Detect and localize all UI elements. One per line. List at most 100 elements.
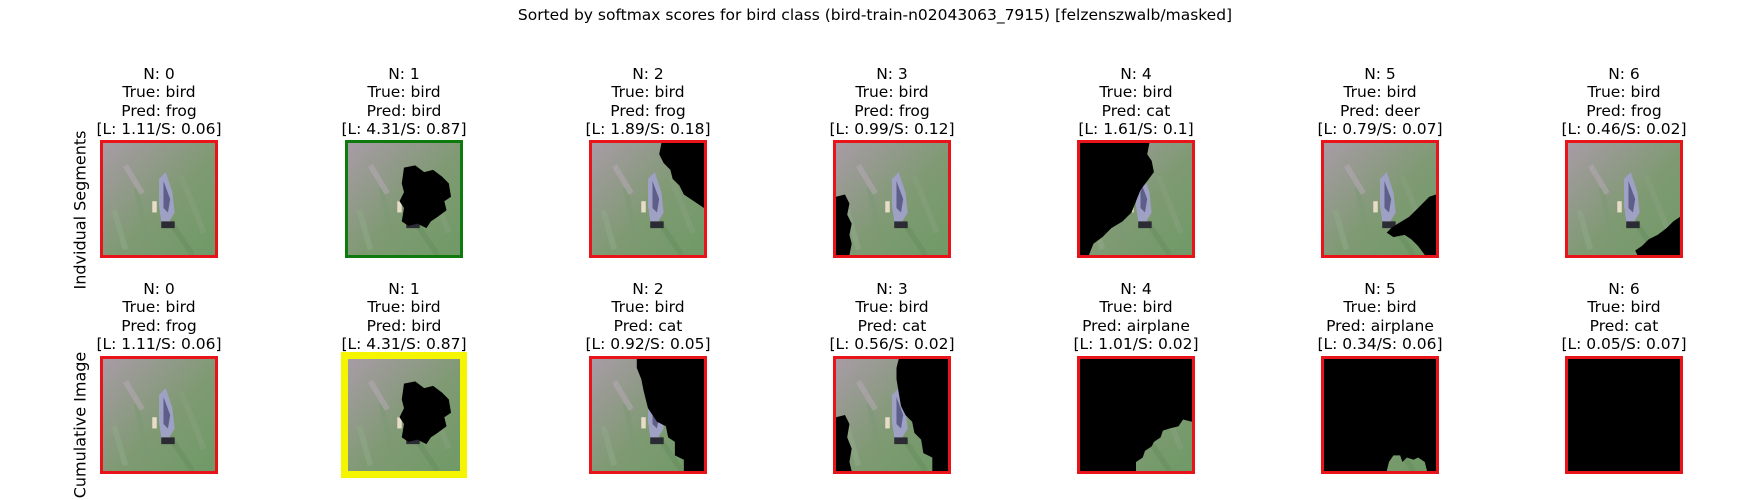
segment-image-cumulative — [589, 356, 707, 474]
mask-region — [1080, 359, 1192, 471]
score-label: [L: 0.79/S: 0.07] — [1317, 120, 1443, 139]
panel-caption: N: 5 True: bird Pred: deer [L: 0.79/S: 0.07… — [1280, 65, 1480, 139]
panel-number: N: 6 — [1608, 65, 1640, 83]
panel-caption: N: 2 True: bird Pred: frog [L: 1.89/S: 0.18… — [548, 65, 748, 139]
panel-number: N: 1 — [388, 280, 420, 298]
mask-region — [896, 359, 948, 471]
panel-caption: N: 0 True: bird Pred: frog [L: 1.11/S: 0.06… — [59, 280, 259, 354]
panel-number: N: 2 — [632, 280, 664, 298]
pred-label: Pred: frog — [1586, 101, 1662, 120]
score-label: [L: 1.11/S: 0.06] — [96, 120, 222, 139]
segment-thumbnail — [592, 143, 704, 255]
segment-image-cumulative — [1565, 356, 1683, 474]
segment-thumbnail — [1568, 359, 1680, 471]
true-label: True: bird — [611, 298, 685, 317]
segment-thumbnail — [592, 359, 704, 471]
segment-thumbnail — [836, 359, 948, 471]
segment-image-cumulative — [833, 356, 951, 474]
true-label: True: bird — [1587, 298, 1661, 317]
true-label: True: bird — [855, 298, 929, 317]
panel-number: N: 5 — [1364, 65, 1396, 83]
true-label: True: bird — [1099, 298, 1173, 317]
score-label: [L: 1.89/S: 0.18] — [585, 120, 711, 139]
segment-thumbnail — [103, 143, 215, 255]
figure-title: Sorted by softmax scores for bird class … — [517, 6, 1233, 24]
segment-image-individual — [1077, 140, 1195, 258]
segment-image-individual — [1321, 140, 1439, 258]
pred-label: Pred: bird — [366, 316, 442, 335]
true-label: True: bird — [367, 298, 441, 317]
panel-number: N: 5 — [1364, 280, 1396, 298]
score-label: [L: 1.61/S: 0.1] — [1078, 120, 1194, 139]
true-label: True: bird — [122, 83, 196, 102]
pred-label: Pred: frog — [854, 101, 930, 120]
mask-region — [1635, 216, 1680, 255]
segment-thumbnail — [1324, 143, 1436, 255]
panel-number: N: 2 — [632, 65, 664, 83]
true-label: True: bird — [1343, 298, 1417, 317]
segment-thumbnail — [103, 359, 215, 471]
panel-number: N: 4 — [1120, 280, 1152, 298]
mask-region — [1568, 359, 1680, 471]
panel-number: N: 0 — [143, 65, 175, 83]
score-label: [L: 1.01/S: 0.02] — [1073, 335, 1199, 354]
mask-region — [836, 194, 852, 255]
true-label: True: bird — [1343, 83, 1417, 102]
segment-image-cumulative — [1321, 356, 1439, 474]
mask-region — [836, 415, 852, 471]
pred-label: Pred: cat — [857, 316, 927, 335]
score-label: [L: 0.92/S: 0.05] — [585, 335, 711, 354]
mask-region — [659, 143, 704, 208]
segment-image-cumulative — [1077, 356, 1195, 474]
panel-number: N: 3 — [876, 65, 908, 83]
true-label: True: bird — [122, 298, 196, 317]
mask-region — [399, 381, 452, 445]
pred-label: Pred: cat — [613, 316, 683, 335]
panel-number: N: 6 — [1608, 280, 1640, 298]
segment-image-cumulative — [341, 352, 467, 478]
score-label: [L: 0.34/S: 0.06] — [1317, 335, 1443, 354]
true-label: True: bird — [855, 83, 929, 102]
panel-number: N: 1 — [388, 65, 420, 83]
row-label-cumulative-image: Cumulative Image — [70, 351, 90, 499]
mask-region — [636, 359, 704, 471]
pred-label: Pred: cat — [1589, 316, 1659, 335]
panel-caption: N: 0 True: bird Pred: frog [L: 1.11/S: 0.06… — [59, 65, 259, 139]
panel-caption: N: 6 True: bird Pred: frog [L: 0.46/S: 0.02… — [1524, 65, 1724, 139]
score-label: [L: 1.11/S: 0.06] — [96, 335, 222, 354]
mask-region — [1386, 194, 1436, 255]
segment-image-individual — [833, 140, 951, 258]
mask-region — [399, 165, 452, 229]
score-label: [L: 4.31/S: 0.87] — [341, 335, 467, 354]
pred-label: Pred: frog — [610, 101, 686, 120]
true-label: True: bird — [367, 83, 441, 102]
score-label: [L: 0.05/S: 0.07] — [1561, 335, 1687, 354]
segment-image-individual — [1565, 140, 1683, 258]
panel-caption: N: 2 True: bird Pred: cat [L: 0.92/S: 0.05] — [548, 280, 748, 354]
mask-region — [1324, 359, 1436, 471]
segment-thumbnail — [1080, 143, 1192, 255]
panel-caption: N: 6 True: bird Pred: cat [L: 0.05/S: 0.07] — [1524, 280, 1724, 354]
segment-image-individual — [345, 140, 463, 258]
pred-label: Pred: cat — [1101, 101, 1171, 120]
true-label: True: bird — [1587, 83, 1661, 102]
segment-thumbnail — [348, 359, 460, 471]
segment-thumbnail — [836, 143, 948, 255]
panel-number: N: 4 — [1120, 65, 1152, 83]
segment-thumbnail — [1080, 359, 1192, 471]
pred-label: Pred: frog — [121, 316, 197, 335]
segment-thumbnail — [1324, 359, 1436, 471]
panel-caption: N: 3 True: bird Pred: cat [L: 0.56/S: 0.02] — [792, 280, 992, 354]
true-label: True: bird — [611, 83, 685, 102]
pred-label: Pred: airplane — [1082, 316, 1190, 335]
pred-label: Pred: frog — [121, 101, 197, 120]
true-label: True: bird — [1099, 83, 1173, 102]
mask-region — [1080, 143, 1154, 255]
panel-caption: N: 4 True: bird Pred: cat [L: 1.61/S: 0.1] — [1036, 65, 1236, 139]
score-label: [L: 0.99/S: 0.12] — [829, 120, 955, 139]
segment-image-individual — [100, 140, 218, 258]
pred-label: Pred: airplane — [1326, 316, 1434, 335]
panel-caption: N: 4 True: bird Pred: airplane [L: 1.01/S: … — [1036, 280, 1236, 354]
panel-caption: N: 5 True: bird Pred: airplane [L: 0.34/S: … — [1280, 280, 1480, 354]
pred-label: Pred: bird — [366, 101, 442, 120]
